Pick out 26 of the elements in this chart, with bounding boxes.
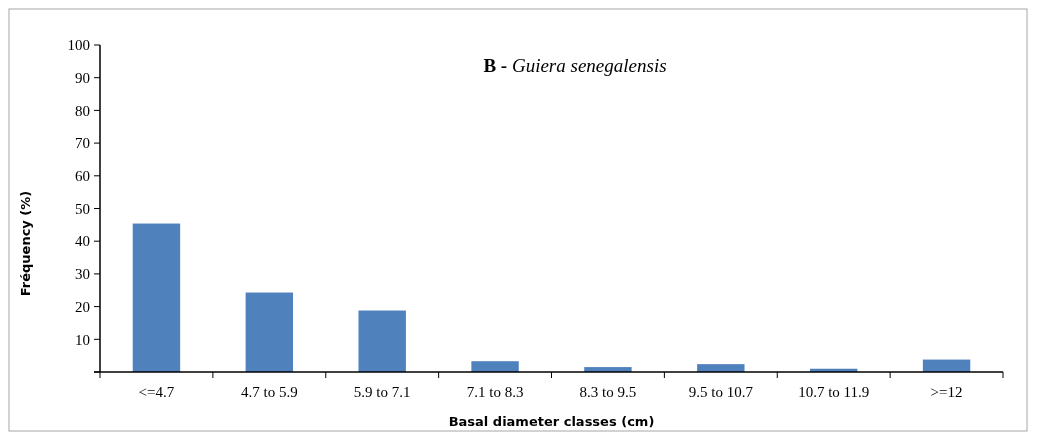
bar xyxy=(245,292,294,372)
x-tick-label: 8.3 to 9.5 xyxy=(579,384,637,400)
y-tick-label: 50 xyxy=(75,200,90,217)
x-tick-label: <=4.7 xyxy=(138,384,175,400)
y-tick-label: 90 xyxy=(75,69,90,86)
text: B - Guiera senegalensis xyxy=(483,55,667,76)
y-tick-label: 40 xyxy=(75,233,90,250)
x-axis-title: Basal diameter classes (cm) xyxy=(448,414,655,429)
x-tick-label: 7.1 to 8.3 xyxy=(466,384,524,400)
y-tick-label: 60 xyxy=(75,168,90,185)
y-tick-label: 30 xyxy=(75,266,90,283)
y-tick-label: 80 xyxy=(75,102,90,119)
x-tick-label: 10.7 to 11.9 xyxy=(798,384,870,400)
x-tick-label: 4.7 to 5.9 xyxy=(240,384,298,400)
x-tick-label: >=12 xyxy=(930,384,963,400)
bar xyxy=(471,361,519,372)
y-tick-label: 100 xyxy=(67,37,90,54)
bar xyxy=(132,223,181,372)
x-tick-label: 9.5 to 10.7 xyxy=(688,384,754,400)
bar xyxy=(358,310,406,372)
y-tick-label: 10 xyxy=(75,331,90,348)
x-tick-label: 5.9 to 7.1 xyxy=(353,384,411,400)
bar xyxy=(697,364,745,372)
y-tick-label: 70 xyxy=(75,135,90,152)
y-axis-title: Fréquency (%) xyxy=(18,190,33,297)
y-tick-label: 20 xyxy=(75,298,90,315)
